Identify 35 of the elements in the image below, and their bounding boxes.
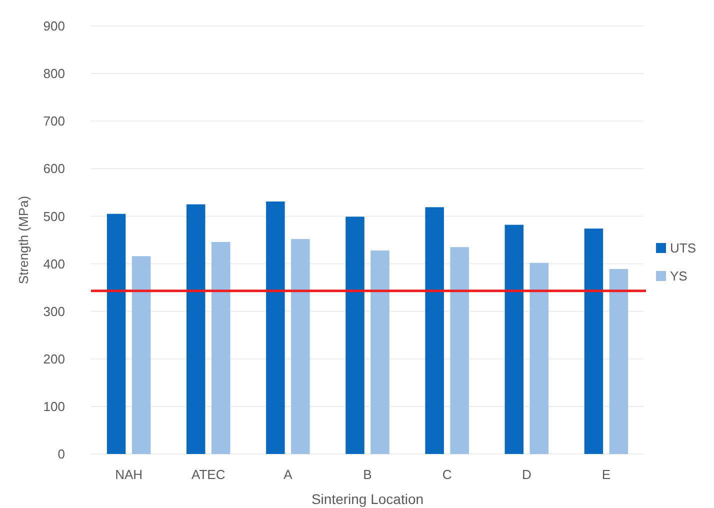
y-tick-label: 300 <box>43 304 65 319</box>
y-tick-label: 700 <box>43 114 65 129</box>
bar <box>211 242 230 454</box>
x-tick-label: ATEC <box>192 467 226 482</box>
legend-label: UTS <box>670 240 696 256</box>
x-tick-label: A <box>284 467 293 482</box>
x-axis-title: Sintering Location <box>311 491 424 507</box>
y-tick-label: 500 <box>43 208 65 224</box>
bar <box>425 207 444 454</box>
bar <box>530 262 549 454</box>
y-tick-label: 800 <box>43 66 65 82</box>
bar <box>450 247 469 454</box>
x-tick-label: E <box>602 467 611 482</box>
bar <box>504 224 524 454</box>
bar <box>584 228 604 454</box>
y-tick-label: 400 <box>43 256 65 272</box>
x-tick-label: NAH <box>115 467 143 482</box>
bar <box>106 214 126 454</box>
bar <box>186 204 206 454</box>
y-axis-title: Strength (MPa) <box>16 196 31 284</box>
y-tick-label: 200 <box>43 351 65 366</box>
x-tick-label: D <box>522 467 532 482</box>
x-tick-label: B <box>363 467 372 482</box>
y-tick-label: 100 <box>43 398 65 414</box>
bar <box>132 256 151 454</box>
bar <box>346 216 364 454</box>
y-tick-label: 900 <box>43 18 65 34</box>
y-tick-label: 0 <box>58 446 65 462</box>
y-tick-label: 600 <box>43 161 65 176</box>
legend-label: YS <box>670 268 688 284</box>
bar <box>370 250 390 454</box>
bar <box>291 239 310 454</box>
bar <box>609 269 628 454</box>
bar <box>266 201 285 454</box>
x-tick-label: C <box>442 467 452 482</box>
